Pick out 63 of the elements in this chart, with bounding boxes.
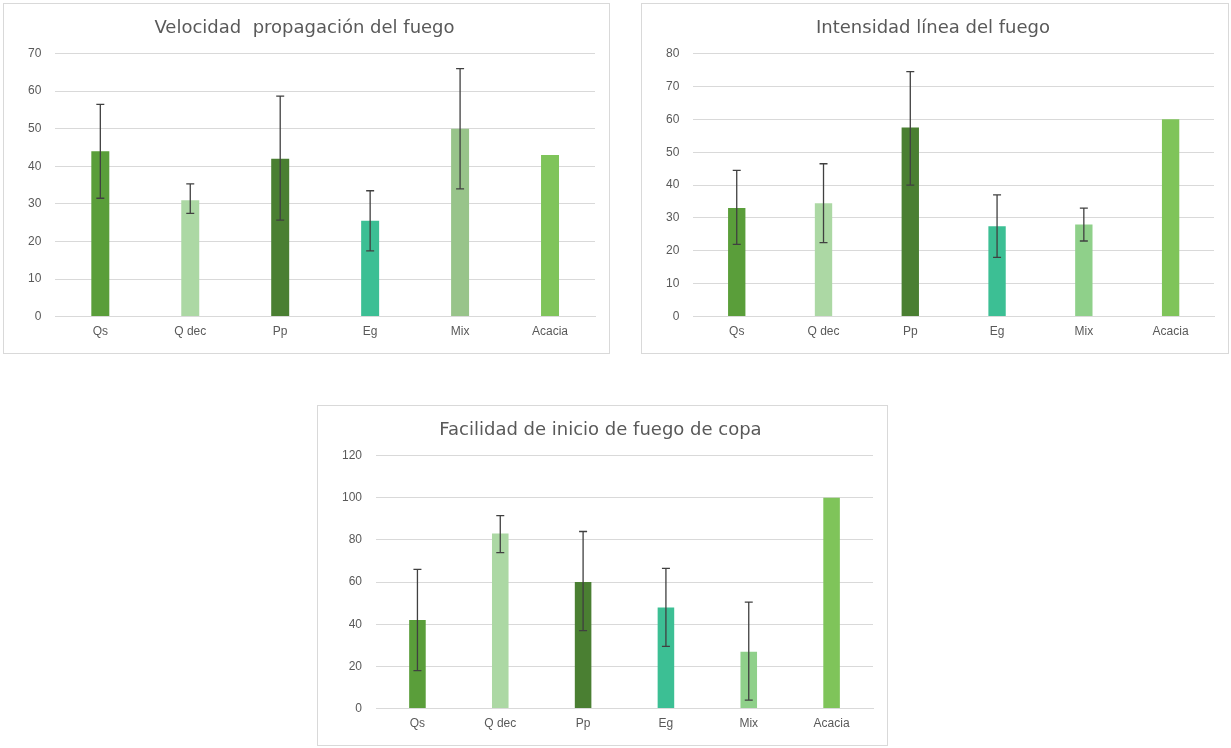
x-tick-label: Qs (729, 324, 745, 339)
bar (1075, 224, 1093, 317)
y-tick-label: 120 (341, 447, 363, 462)
y-tick-label: 60 (665, 111, 680, 126)
x-tick-label: Acacia (532, 324, 569, 339)
y-tick-label: 20 (348, 658, 363, 673)
bar (823, 497, 840, 709)
x-tick-label: Q dec (807, 324, 840, 339)
bar (1161, 119, 1180, 317)
y-tick-label: 0 (355, 700, 363, 715)
x-tick-label: Acacia (813, 716, 850, 731)
y-tick-label: 30 (27, 196, 42, 211)
x-tick-label: Q dec (484, 716, 517, 731)
x-tick-label: Qs (92, 324, 108, 339)
y-tick-label: 10 (27, 271, 42, 286)
y-tick-label: 40 (665, 177, 680, 192)
bar (181, 200, 200, 317)
x-tick-label: Mix (739, 716, 759, 731)
y-tick-label: 20 (27, 233, 42, 248)
bar (814, 203, 833, 317)
y-tick-label: 100 (341, 490, 363, 505)
y-tick-label: 0 (34, 308, 42, 323)
chart-title: Facilidad de inicio de fuego de copa (439, 418, 762, 440)
x-tick-label: Qs (409, 716, 426, 731)
x-tick-label: Pp (272, 324, 288, 339)
x-tick-label: Eg (989, 324, 1005, 339)
y-tick-label: 20 (665, 243, 680, 258)
bar (361, 220, 380, 317)
y-tick-label: 40 (27, 158, 42, 173)
y-tick-label: 50 (665, 144, 680, 159)
bar (271, 158, 290, 317)
y-tick-label: 60 (27, 83, 42, 98)
bar (491, 533, 509, 709)
y-tick-label: 40 (348, 616, 363, 631)
bar (91, 151, 110, 317)
bar (574, 582, 592, 709)
x-tick-label: Mix (450, 324, 470, 339)
x-tick-label: Mix (1074, 324, 1094, 339)
bar (740, 651, 758, 709)
x-tick-label: Pp (902, 324, 918, 339)
chart-title: Intensidad línea del fuego (816, 16, 1050, 38)
y-tick-label: 50 (27, 121, 42, 136)
x-tick-label: Q dec (174, 324, 207, 339)
y-tick-label: 70 (665, 78, 680, 93)
x-tick-label: Acacia (1152, 324, 1189, 339)
bar (901, 127, 919, 317)
bar (451, 128, 470, 317)
y-tick-label: 80 (348, 532, 363, 547)
chart-title: Velocidad propagación del fuego (154, 16, 455, 38)
bar (657, 607, 675, 709)
x-tick-label: Pp (575, 716, 591, 731)
y-tick-label: 10 (665, 276, 680, 291)
y-tick-label: 60 (348, 574, 363, 589)
bar (988, 226, 1006, 317)
bar (728, 208, 746, 317)
y-tick-label: 70 (27, 45, 42, 60)
y-tick-label: 30 (665, 210, 680, 225)
y-tick-label: 80 (665, 45, 680, 60)
x-tick-label: Eg (658, 716, 674, 731)
y-tick-label: 0 (672, 308, 680, 323)
x-tick-label: Eg (362, 324, 378, 339)
bar (541, 155, 560, 317)
bar (409, 620, 426, 709)
